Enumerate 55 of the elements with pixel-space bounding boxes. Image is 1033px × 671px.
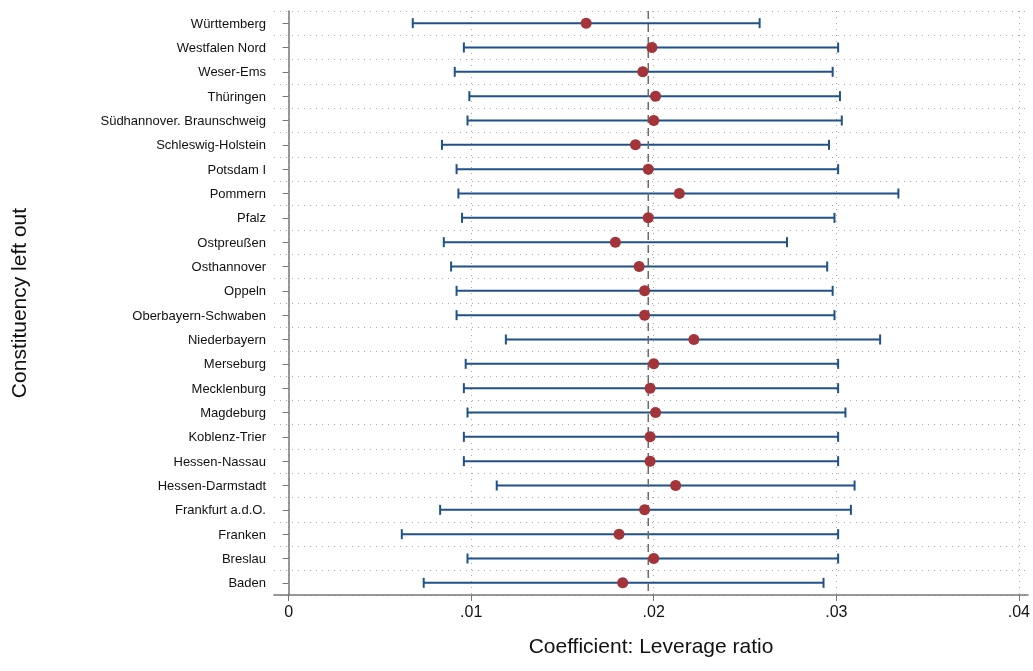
x-tick-label: .02 [642, 602, 665, 620]
x-tick-label: 0 [284, 602, 294, 620]
point [648, 553, 660, 564]
point [650, 407, 662, 418]
y-tick-label: Pfalz [237, 210, 266, 226]
y-tick-label: Merseburg [203, 356, 266, 372]
y-tick-label: Osthannover [191, 259, 267, 274]
y-tick-label: Oppeln [224, 283, 266, 299]
y-tick-label: Breslau [221, 551, 266, 566]
point [617, 577, 629, 589]
point [633, 261, 645, 272]
y-tick-label: Pommern [209, 186, 266, 201]
point [688, 334, 700, 345]
x-axis-title: Coefficient: Leverage ratio [528, 634, 774, 657]
y-tick-label: Mecklenburg [191, 380, 266, 396]
point [580, 17, 592, 29]
y-tick-label: Thüringen [207, 88, 266, 104]
point [648, 358, 660, 370]
x-tick-label: .01 [460, 602, 483, 620]
y-tick-label: Niederbayern [187, 332, 266, 347]
y-tick-label: Schleswig-Holstein [156, 137, 266, 153]
point [639, 309, 651, 321]
point [644, 431, 656, 443]
y-axis-title: Constituency left out [7, 207, 30, 399]
point [644, 455, 656, 467]
y-tick-label: Ostpreußen [197, 234, 266, 250]
y-tick-label: Südhannover. Braunschweig [100, 113, 266, 128]
point [629, 139, 641, 151]
y-tick-label: Frankfurt a.d.O. [174, 502, 266, 518]
point [644, 382, 656, 394]
point [648, 115, 660, 126]
point [639, 285, 651, 297]
point [642, 163, 654, 175]
y-tick-label: Hessen-Nassau [173, 453, 266, 469]
y-tick-label: Hessen-Darmstadt [157, 478, 267, 493]
x-tick-label: .03 [825, 602, 848, 620]
point [673, 188, 685, 199]
y-tick-label: Franken [218, 526, 266, 542]
y-tick-label: Weser-Ems [198, 64, 267, 80]
point [637, 66, 649, 78]
point [639, 504, 651, 516]
point [646, 42, 658, 53]
y-tick-label: Potsdam I [207, 161, 266, 177]
y-tick-label: Koblenz-Trier [188, 429, 267, 445]
y-tick-label: Oberbayern-Schwaben [132, 307, 266, 323]
y-tick-label: Magdeburg [200, 405, 266, 420]
y-tick-label: Württemberg [190, 15, 266, 31]
point [609, 236, 621, 248]
point [613, 528, 625, 540]
y-tick-label: Baden [228, 575, 266, 591]
point [650, 90, 662, 102]
y-tick-label: Westfalen Nord [176, 40, 266, 55]
point [670, 480, 682, 491]
point [642, 212, 654, 224]
x-tick-label: .04 [1007, 602, 1031, 620]
